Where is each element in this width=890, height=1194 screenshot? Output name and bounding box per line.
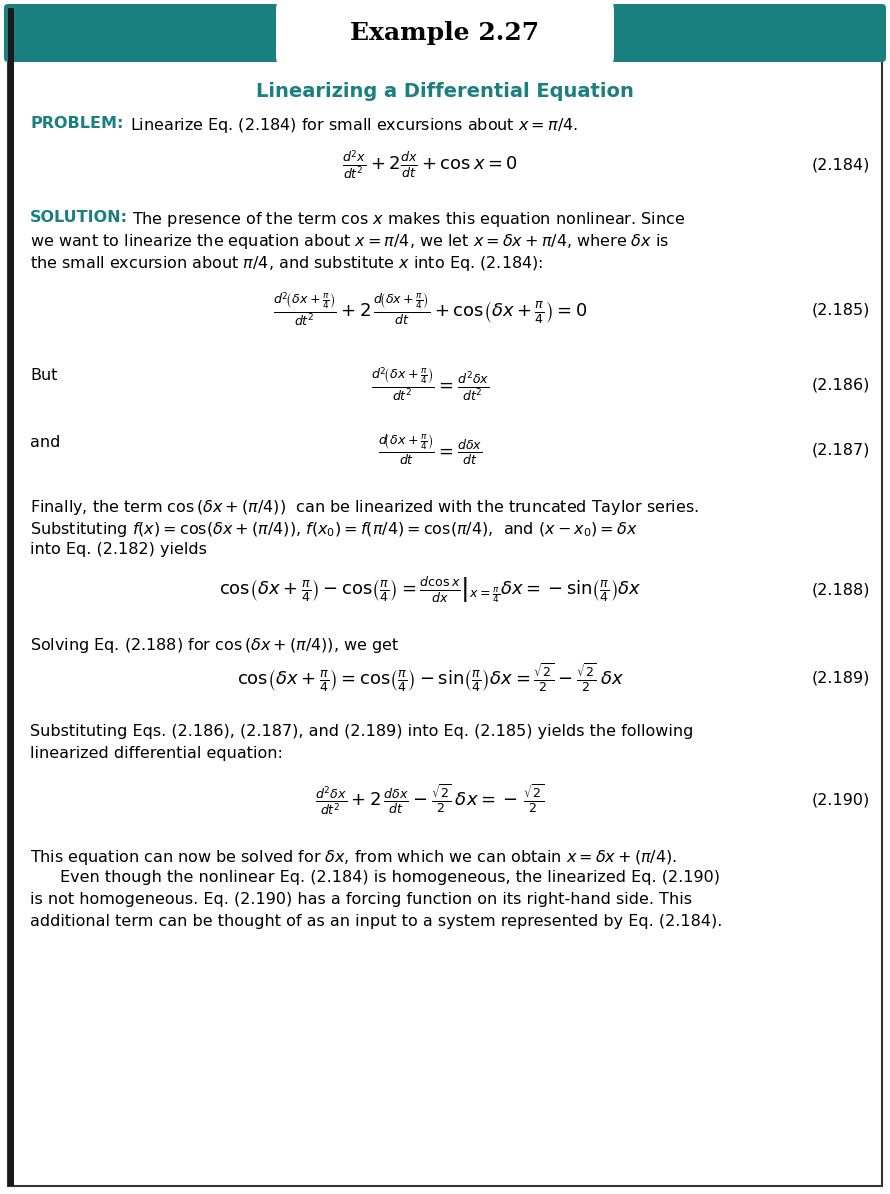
Text: $\frac{d\!\left(\delta x + \frac{\pi}{4}\right)}{dt} = \frac{d\delta x}{dt}$: $\frac{d\!\left(\delta x + \frac{\pi}{4}… <box>377 432 482 467</box>
Text: But: But <box>30 368 58 383</box>
Text: Linearizing a Differential Equation: Linearizing a Differential Equation <box>256 82 634 101</box>
Text: Finally, the term $\cos\left(\delta x + (\pi/4)\right)$  can be linearized with : Finally, the term $\cos\left(\delta x + … <box>30 498 699 517</box>
Text: linearized differential equation:: linearized differential equation: <box>30 746 283 761</box>
Text: (2.189): (2.189) <box>812 671 870 685</box>
Text: Substituting Eqs. (2.186), (2.187), and (2.189) into Eq. (2.185) yields the foll: Substituting Eqs. (2.186), (2.187), and … <box>30 724 693 739</box>
Text: $\frac{d^2x}{dt^2} + 2\frac{dx}{dt} + \cos x = 0$: $\frac{d^2x}{dt^2} + 2\frac{dx}{dt} + \c… <box>342 148 518 181</box>
Text: we want to linearize the equation about $x = \pi/4$, we let $x = \delta x + \pi/: we want to linearize the equation about … <box>30 232 669 251</box>
Text: (2.184): (2.184) <box>812 158 870 172</box>
Text: $\frac{d^2\delta x}{dt^2} + 2\,\frac{d\delta x}{dt} - \frac{\sqrt{2}}{2}\,\delta: $\frac{d^2\delta x}{dt^2} + 2\,\frac{d\d… <box>315 782 545 818</box>
Text: into Eq. (2.182) yields: into Eq. (2.182) yields <box>30 542 206 556</box>
Text: The presence of the term cos $x$ makes this equation nonlinear. Since: The presence of the term cos $x$ makes t… <box>132 210 685 229</box>
Text: is not homogeneous. Eq. (2.190) has a forcing function on its right-hand side. T: is not homogeneous. Eq. (2.190) has a fo… <box>30 892 692 907</box>
Text: (2.187): (2.187) <box>812 443 870 457</box>
Text: Substituting $f(x) = \cos(\delta x + (\pi/4))$, $f(x_0) = f(\pi/4) = \cos(\pi/4): Substituting $f(x) = \cos(\delta x + (\p… <box>30 521 638 538</box>
Text: PROBLEM:: PROBLEM: <box>30 116 124 131</box>
Text: the small excursion about $\pi/4$, and substitute $x$ into Eq. (2.184):: the small excursion about $\pi/4$, and s… <box>30 254 543 273</box>
Text: SOLUTION:: SOLUTION: <box>30 210 128 224</box>
Bar <box>8 8 14 1186</box>
FancyBboxPatch shape <box>4 4 886 62</box>
Text: additional term can be thought of as an input to a system represented by Eq. (2.: additional term can be thought of as an … <box>30 913 723 929</box>
Text: (2.185): (2.185) <box>812 302 870 318</box>
Text: $\cos\!\left(\delta x + \frac{\pi}{4}\right) = \cos\!\left(\frac{\pi}{4}\right) : $\cos\!\left(\delta x + \frac{\pi}{4}\ri… <box>237 661 624 695</box>
Text: Linearize Eq. (2.184) for small excursions about $x = \pi/4$.: Linearize Eq. (2.184) for small excursio… <box>130 116 578 135</box>
Text: This equation can now be solved for $\delta x$, from which we can obtain $x = \d: This equation can now be solved for $\de… <box>30 848 677 867</box>
Text: $\cos\!\left(\delta x + \frac{\pi}{4}\right) - \cos\!\left(\frac{\pi}{4}\right) : $\cos\!\left(\delta x + \frac{\pi}{4}\ri… <box>219 576 642 605</box>
Text: (2.190): (2.190) <box>812 793 870 807</box>
FancyBboxPatch shape <box>276 0 614 70</box>
Text: (2.186): (2.186) <box>812 377 870 393</box>
Text: Example 2.27: Example 2.27 <box>351 21 539 45</box>
Text: (2.188): (2.188) <box>812 583 870 597</box>
Text: Solving Eq. (2.188) for $\cos\left(\delta x + (\pi/4)\right)$, we get: Solving Eq. (2.188) for $\cos\left(\delt… <box>30 636 400 656</box>
Text: $\frac{d^2\!\left(\delta x + \frac{\pi}{4}\right)}{dt^2} = \frac{d^2\delta x}{dt: $\frac{d^2\!\left(\delta x + \frac{\pi}{… <box>371 365 490 405</box>
Text: and: and <box>30 435 61 450</box>
Text: $\frac{d^2\!\left(\delta x + \frac{\pi}{4}\right)}{dt^2} + 2\,\frac{d\!\left(\de: $\frac{d^2\!\left(\delta x + \frac{\pi}{… <box>273 291 587 330</box>
Text: Even though the nonlinear Eq. (2.184) is homogeneous, the linearized Eq. (2.190): Even though the nonlinear Eq. (2.184) is… <box>60 870 720 885</box>
